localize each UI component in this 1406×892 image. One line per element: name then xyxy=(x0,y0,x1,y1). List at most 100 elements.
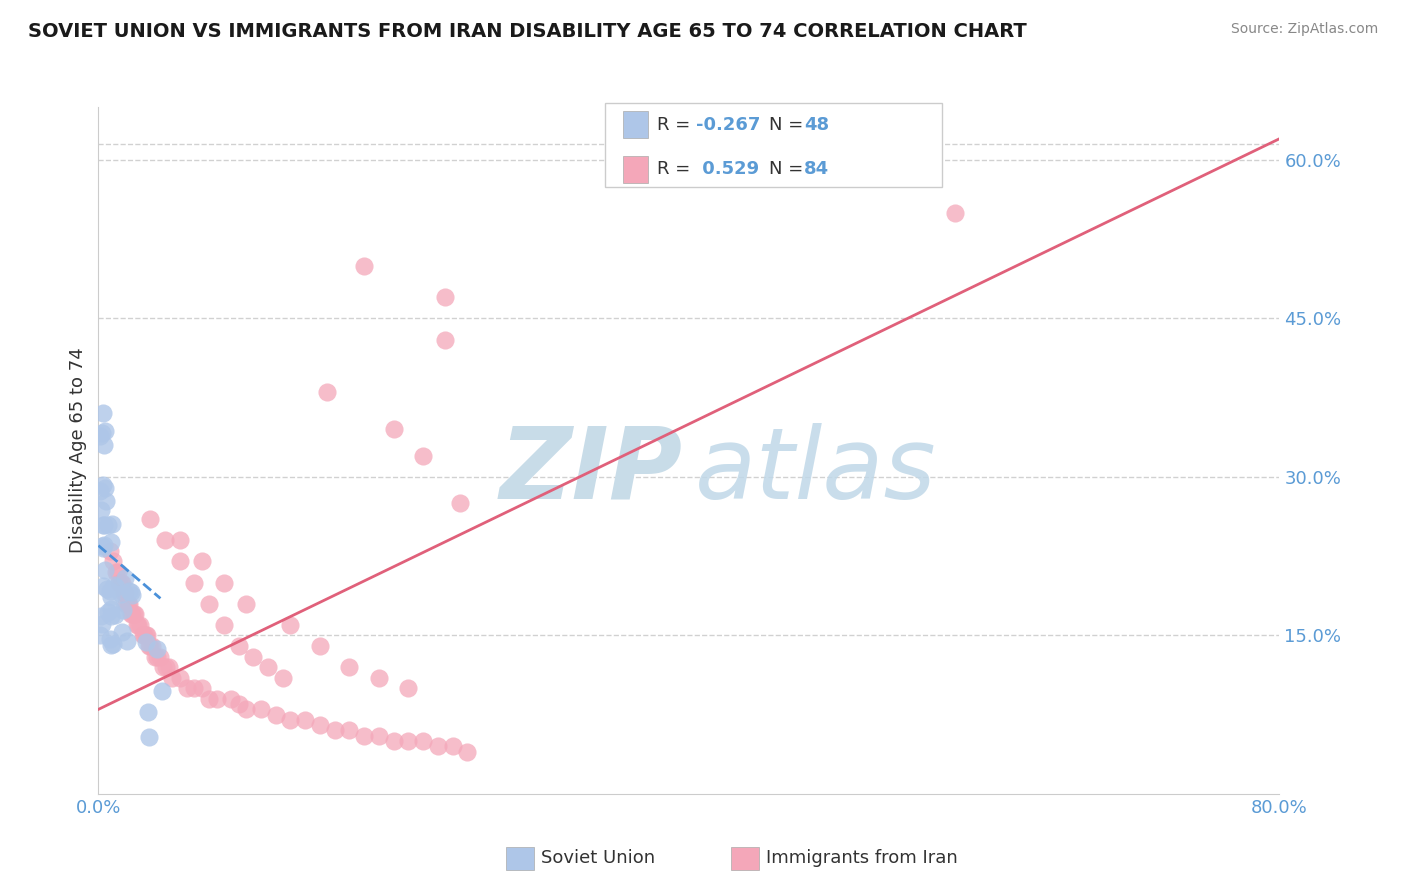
Point xyxy=(271,671,294,685)
Text: -0.267: -0.267 xyxy=(696,116,761,134)
Point xyxy=(98,544,121,558)
Point xyxy=(212,617,235,632)
Point xyxy=(111,602,134,616)
Point xyxy=(143,649,166,664)
Point xyxy=(118,597,141,611)
Point xyxy=(136,628,159,642)
Point xyxy=(91,517,114,532)
Point xyxy=(149,649,172,664)
Point xyxy=(97,605,120,619)
Point xyxy=(93,538,115,552)
Point xyxy=(139,639,162,653)
Point xyxy=(382,422,405,436)
Text: R =: R = xyxy=(657,116,696,134)
Point xyxy=(111,575,134,590)
Point xyxy=(118,583,141,598)
Point xyxy=(212,575,235,590)
Point xyxy=(96,582,118,596)
Point xyxy=(136,705,159,719)
Point xyxy=(169,554,191,568)
Point xyxy=(943,205,966,219)
Point xyxy=(110,587,132,601)
Point xyxy=(93,481,115,495)
Point xyxy=(139,512,162,526)
Point xyxy=(169,671,191,685)
Point xyxy=(434,290,457,304)
Point xyxy=(141,639,163,653)
Point xyxy=(339,723,361,738)
Point xyxy=(121,607,143,622)
Point xyxy=(120,584,142,599)
Point xyxy=(368,729,391,743)
Point xyxy=(110,575,132,590)
Point xyxy=(280,617,302,632)
Point xyxy=(162,671,183,685)
Point xyxy=(127,617,149,632)
Point xyxy=(368,671,391,685)
Point xyxy=(124,607,146,622)
Point xyxy=(112,586,135,600)
Text: N =: N = xyxy=(769,161,808,178)
Point xyxy=(198,691,221,706)
Point xyxy=(90,503,112,517)
Point xyxy=(457,745,479,759)
Point xyxy=(150,683,173,698)
Point xyxy=(427,739,450,754)
Point xyxy=(121,588,143,602)
Point xyxy=(250,702,273,716)
Point xyxy=(449,496,471,510)
Point xyxy=(91,426,114,441)
Text: Soviet Union: Soviet Union xyxy=(541,849,655,867)
Point xyxy=(91,541,114,555)
Point xyxy=(90,617,112,632)
Point xyxy=(107,565,129,579)
Point xyxy=(108,575,131,590)
Point xyxy=(191,554,214,568)
Text: atlas: atlas xyxy=(695,423,936,519)
Point xyxy=(191,681,214,696)
Point xyxy=(98,632,121,646)
Point xyxy=(115,634,138,648)
Point xyxy=(90,608,112,623)
Text: 0.529: 0.529 xyxy=(696,161,759,178)
Point xyxy=(205,691,228,706)
Point xyxy=(323,723,346,738)
Point xyxy=(152,660,174,674)
Point xyxy=(398,734,420,748)
Point xyxy=(105,565,128,579)
Point xyxy=(235,702,257,716)
Point xyxy=(353,259,375,273)
Point xyxy=(176,681,198,696)
Point xyxy=(100,602,122,616)
Point xyxy=(101,637,124,651)
Text: SOVIET UNION VS IMMIGRANTS FROM IRAN DISABILITY AGE 65 TO 74 CORRELATION CHART: SOVIET UNION VS IMMIGRANTS FROM IRAN DIS… xyxy=(28,22,1026,41)
Point xyxy=(89,484,111,499)
Point xyxy=(382,734,405,748)
Point xyxy=(100,534,122,549)
Point xyxy=(155,660,177,674)
Point xyxy=(353,729,375,743)
Point xyxy=(125,617,148,632)
Point xyxy=(94,494,117,508)
Text: 84: 84 xyxy=(804,161,830,178)
Point xyxy=(120,607,142,622)
Point xyxy=(94,563,117,577)
Point xyxy=(111,625,134,640)
Point xyxy=(242,649,264,664)
Point xyxy=(228,639,250,653)
Point xyxy=(138,730,160,744)
Point xyxy=(134,628,156,642)
Point xyxy=(294,713,316,727)
Point xyxy=(441,739,464,754)
Point xyxy=(183,681,205,696)
Point xyxy=(138,639,160,653)
Point xyxy=(93,438,115,452)
Point xyxy=(91,478,114,492)
Point xyxy=(228,697,250,711)
Point xyxy=(91,539,114,553)
Point xyxy=(309,639,332,653)
Point xyxy=(280,713,302,727)
Point xyxy=(316,385,339,400)
Point xyxy=(89,428,111,442)
Point xyxy=(128,617,150,632)
